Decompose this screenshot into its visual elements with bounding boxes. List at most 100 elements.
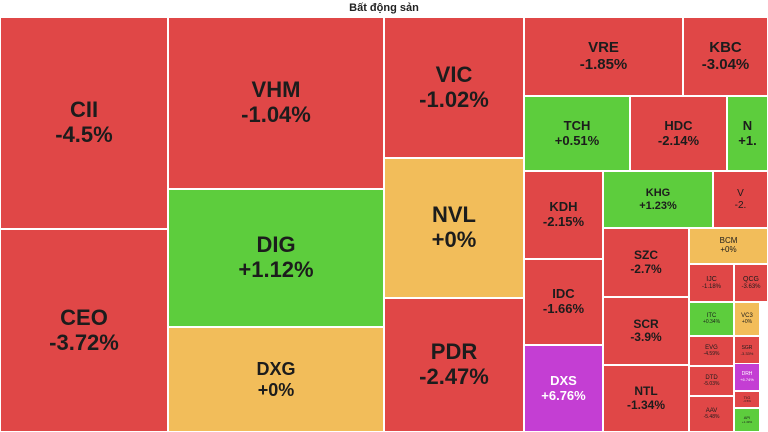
tile-ticker: SCR	[633, 316, 659, 331]
tile-n: N +1.	[727, 96, 768, 171]
tile-ticker: N	[742, 117, 753, 133]
tile-change: -2.7%	[630, 261, 662, 276]
tile-v: V -2.	[713, 171, 768, 228]
tile-tch: TCH +0.51%	[524, 96, 630, 171]
tile-ticker: VIC	[435, 61, 473, 87]
tile-change: -3.5%	[743, 399, 751, 404]
tile-ticker: HDC	[664, 117, 693, 133]
tile-hdc: HDC -2.14%	[630, 96, 727, 171]
tile-qcg: QCG -3.63%	[734, 264, 768, 302]
tile-evg: EVG -4.59%	[689, 336, 734, 366]
tile-change: -3.9%	[630, 330, 662, 344]
tile-ticker: DTD	[705, 374, 718, 381]
tile-vc3: VC3 +0%	[734, 302, 760, 336]
tile-drh: DRH +6.74%	[734, 363, 760, 391]
tile-change: -2.	[734, 199, 747, 211]
tile-vic: VIC -1.02%	[384, 17, 524, 158]
tile-dxg: DXG +0%	[168, 327, 384, 432]
tile-dxs: DXS +6.76%	[524, 345, 603, 432]
tile-kdh: KDH -2.15%	[524, 171, 603, 259]
tile-ticker: VRE	[588, 38, 619, 56]
tile-vhm: VHM -1.04%	[168, 17, 384, 189]
tile-ticker: CEO	[60, 304, 108, 330]
tile-ticker: IJC	[706, 275, 717, 283]
tile-change: +1.12%	[238, 257, 314, 282]
tile-change: -2.15%	[542, 214, 585, 229]
tile-vre: VRE -1.85%	[524, 17, 683, 96]
tile-change: -1.66%	[542, 301, 585, 316]
tile-szc: SZC -2.7%	[603, 228, 689, 297]
tile-ticker: DXS	[550, 372, 577, 388]
tile-ticker: PDR	[430, 339, 478, 365]
tile-change: +6.74%	[740, 376, 754, 382]
tile-ticker: TIG	[743, 394, 751, 400]
tile-ticker: AAV	[705, 407, 718, 414]
tile-kbc: KBC -3.04%	[683, 17, 768, 96]
tile-change: -3.04%	[701, 55, 750, 73]
tile-change: +1.23%	[639, 199, 677, 212]
tile-change: -3.72%	[49, 329, 119, 355]
tile-change: -1.02%	[419, 86, 489, 112]
tile-ticker: SZC	[634, 248, 658, 263]
tile-change: -3.63%	[741, 283, 761, 290]
tile-nvl: NVL +0%	[384, 158, 524, 298]
tile-aav: AAV -5.48%	[689, 396, 734, 432]
tile-ticker: DIG	[256, 232, 296, 258]
tile-cii: CII -4.5%	[0, 17, 168, 229]
tile-change: -4.5%	[55, 122, 113, 147]
tile-change: +0%	[741, 318, 753, 325]
tile-change: +1.	[738, 132, 757, 148]
tile-ticker: BCM	[719, 236, 738, 246]
tile-dig: DIG +1.12%	[168, 189, 384, 327]
tile-itc: ITC +0.34%	[689, 302, 734, 336]
tile-change: -4.59%	[703, 350, 720, 357]
tile-ticker: DXG	[256, 359, 296, 380]
tile-ticker: NVL	[432, 202, 476, 228]
tile-change: +0%	[257, 379, 295, 400]
tile-change: +0%	[431, 227, 477, 252]
tile-change: -2.47%	[419, 364, 489, 389]
tile-change: -5.48%	[703, 413, 720, 420]
tile-ticker: SGR	[741, 344, 753, 351]
tile-tig: TIG -3.5%	[734, 391, 760, 408]
tile-ticker: VHM	[251, 77, 301, 103]
tile-ijc: IJC -1.18%	[689, 264, 734, 302]
tile-change: -2.14%	[657, 132, 700, 148]
tile-change: +1.49%	[741, 419, 753, 424]
tile-ticker: CII	[69, 97, 99, 123]
tile-ticker: KBC	[709, 38, 742, 56]
tile-ticker: NTL	[634, 384, 658, 399]
tile-dtd: DTD -5.03%	[689, 366, 734, 396]
tile-change: +0%	[720, 245, 737, 254]
tile-ticker: DRH	[741, 370, 753, 377]
tile-ticker: ITC	[706, 312, 717, 319]
tile-bcm: BCM +0%	[689, 228, 768, 264]
tile-change: -1.34%	[626, 397, 666, 412]
tile-scr: SCR -3.9%	[603, 297, 689, 365]
tile-ticker: TCH	[563, 117, 591, 133]
tile-ticker: VC3	[741, 312, 753, 319]
tile-ceo: CEO -3.72%	[0, 229, 168, 432]
tile-change: -3.33%	[740, 350, 754, 356]
tile-pdr: PDR -2.47%	[384, 298, 524, 432]
tile-change: -1.18%	[701, 283, 721, 290]
tile-ntl: NTL -1.34%	[603, 365, 689, 432]
tile-change: +0.34%	[702, 318, 721, 325]
tile-idc: IDC -1.66%	[524, 259, 603, 345]
tile-ticker: IDC	[552, 286, 575, 302]
tile-change: +0.51%	[554, 132, 600, 148]
tile-ticker: KDH	[549, 199, 578, 215]
tile-change: -1.85%	[579, 55, 628, 73]
tile-ticker: KHG	[645, 187, 671, 200]
tile-change: -5.03%	[703, 380, 720, 387]
tile-ticker: QCG	[743, 275, 759, 283]
chart-title: Bất động sản	[349, 2, 419, 14]
tile-api: API +1.49%	[734, 408, 760, 432]
tile-ticker: V	[737, 188, 744, 200]
tile-sgr: SGR -3.33%	[734, 336, 760, 366]
tile-ticker: EVG	[705, 344, 718, 351]
tile-change: -1.04%	[241, 102, 311, 127]
tile-ticker: API	[743, 415, 751, 421]
